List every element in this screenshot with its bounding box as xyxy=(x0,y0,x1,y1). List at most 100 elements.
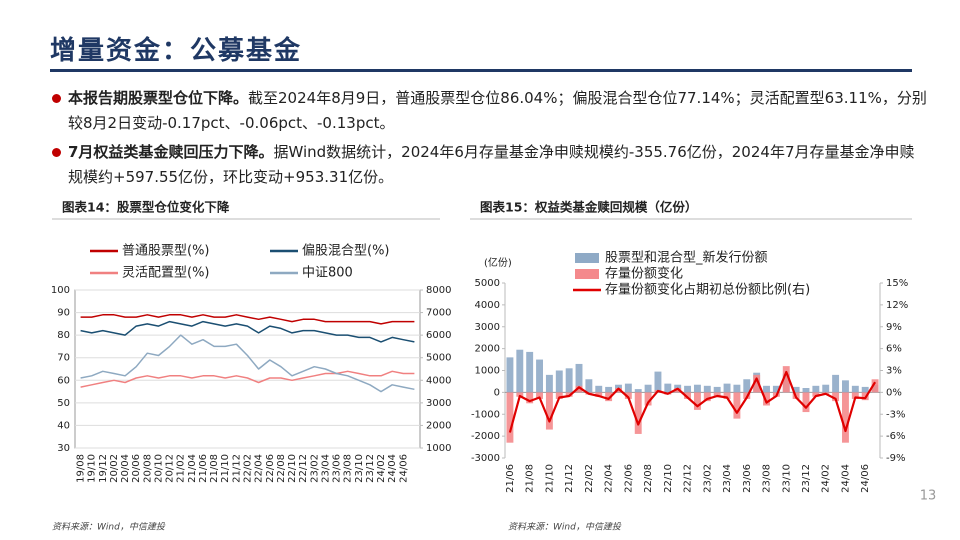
y2-tick-label: 12% xyxy=(886,300,908,311)
chart-source: 资料来源：Wind，中信建投 xyxy=(508,522,622,533)
legend-label: 存量份额变化 xyxy=(605,266,683,282)
bar xyxy=(723,392,731,399)
bar xyxy=(842,380,849,393)
bullet-dot xyxy=(52,148,61,157)
bar xyxy=(654,371,662,393)
chart-caption: 图表15：权益类基金赎回规模（亿份） xyxy=(480,200,697,215)
y2-tick-label: 4000 xyxy=(426,375,451,386)
bar xyxy=(555,370,563,393)
x-tick-label: 23/12 xyxy=(365,454,376,483)
bar xyxy=(733,384,741,393)
y-tick-label: 80 xyxy=(57,330,70,341)
legend-label: 存量份额变化占期初总份额比例(右) xyxy=(605,282,810,298)
x-tick-label: 20/08 xyxy=(142,454,153,483)
bullet-dot xyxy=(52,94,61,103)
x-tick-label: 21/08 xyxy=(525,464,536,493)
x-tick-label: 21/12 xyxy=(231,454,242,483)
y2-tick-label: -9% xyxy=(886,453,905,464)
y2-tick-label: -3% xyxy=(886,409,905,420)
x-tick-label: 20/10 xyxy=(153,454,164,483)
bullet: 7月权益类基金赎回压力下降。据Wind数据统计，2024年6月存量基金净申赎规模… xyxy=(52,140,928,190)
x-tick-label: 21/02 xyxy=(176,454,187,483)
x-tick-label: 24/04 xyxy=(387,454,398,483)
bar xyxy=(585,379,593,393)
bar xyxy=(545,392,553,430)
bar xyxy=(782,366,790,393)
bar xyxy=(644,392,652,406)
x-tick-label: 22/08 xyxy=(643,464,654,493)
bar xyxy=(536,392,543,399)
x-tick-label: 24/04 xyxy=(840,464,851,493)
x-tick-label: 22/12 xyxy=(298,454,309,483)
bar xyxy=(595,385,603,393)
x-tick-label: 21/08 xyxy=(209,454,220,483)
y2-tick-label: 0% xyxy=(886,387,902,398)
bar xyxy=(555,392,563,399)
x-tick-label: 24/02 xyxy=(376,454,387,483)
legend-swatch xyxy=(575,253,599,263)
y2-tick-label: 8000 xyxy=(426,285,451,296)
x-tick-label: 23/06 xyxy=(742,464,753,493)
x-tick-label: 23/08 xyxy=(762,464,773,493)
y-tick-label: -1000 xyxy=(471,409,500,420)
bar xyxy=(605,392,613,402)
y2-tick-label: 9% xyxy=(886,322,902,333)
x-tick-label: 21/10 xyxy=(544,464,555,493)
bar xyxy=(693,384,701,393)
bar xyxy=(822,384,830,393)
bar xyxy=(802,388,810,393)
bar xyxy=(713,386,721,393)
y2-tick-label: -6% xyxy=(886,431,905,442)
x-tick-label: 24/06 xyxy=(860,464,871,493)
bar xyxy=(536,359,543,393)
x-tick-label: 22/02 xyxy=(584,464,595,493)
bar xyxy=(802,392,810,413)
bar xyxy=(733,392,741,419)
chart-caption: 图表14：股票型仓位变化下降 xyxy=(62,200,230,215)
bar xyxy=(842,392,849,443)
x-tick-label: 23/12 xyxy=(801,464,812,493)
y-tick-label: 1000 xyxy=(475,366,500,377)
page-number: 13 xyxy=(920,489,937,504)
bar xyxy=(684,392,692,399)
x-tick-label: 22/10 xyxy=(663,464,674,493)
y-tick-label: 90 xyxy=(57,308,70,319)
title-rule xyxy=(50,69,912,72)
y-tick-label: 100 xyxy=(51,285,70,296)
bar xyxy=(832,392,840,402)
x-tick-label: 23/10 xyxy=(781,464,792,493)
bar xyxy=(634,392,642,434)
series-line xyxy=(80,370,415,388)
y-tick-label: -3000 xyxy=(471,453,500,464)
x-tick-label: 22/04 xyxy=(604,464,615,493)
legend-swatch xyxy=(575,269,599,279)
y-tick-label: 5000 xyxy=(475,278,500,289)
x-tick-label: 20/04 xyxy=(120,454,131,483)
bar xyxy=(753,374,761,393)
x-tick-label: 23/06 xyxy=(332,454,343,483)
bar xyxy=(723,383,731,393)
bar xyxy=(703,385,711,393)
bar xyxy=(792,386,800,393)
x-tick-label: 19/10 xyxy=(87,454,98,483)
x-tick-label: 23/08 xyxy=(343,454,354,483)
x-tick-label: 20/06 xyxy=(131,454,142,483)
bar xyxy=(575,363,583,393)
x-tick-label: 24/02 xyxy=(821,464,832,493)
y-tick-label: 0 xyxy=(494,387,500,398)
y-tick-label: 70 xyxy=(57,353,70,364)
bar xyxy=(861,386,869,393)
x-tick-label: 23/02 xyxy=(702,464,713,493)
x-tick-label: 23/02 xyxy=(309,454,320,483)
y2-tick-label: 2000 xyxy=(426,420,451,431)
axis-unit: (亿份) xyxy=(484,256,512,269)
x-tick-label: 22/08 xyxy=(276,454,287,483)
y-tick-label: -2000 xyxy=(471,431,500,442)
x-tick-label: 23/04 xyxy=(320,454,331,483)
legend-label: 普通股票型(%) xyxy=(122,244,210,259)
bar xyxy=(516,392,524,397)
x-tick-label: 21/10 xyxy=(220,454,231,483)
bar xyxy=(605,386,613,393)
x-tick-label: 19/08 xyxy=(76,454,87,483)
